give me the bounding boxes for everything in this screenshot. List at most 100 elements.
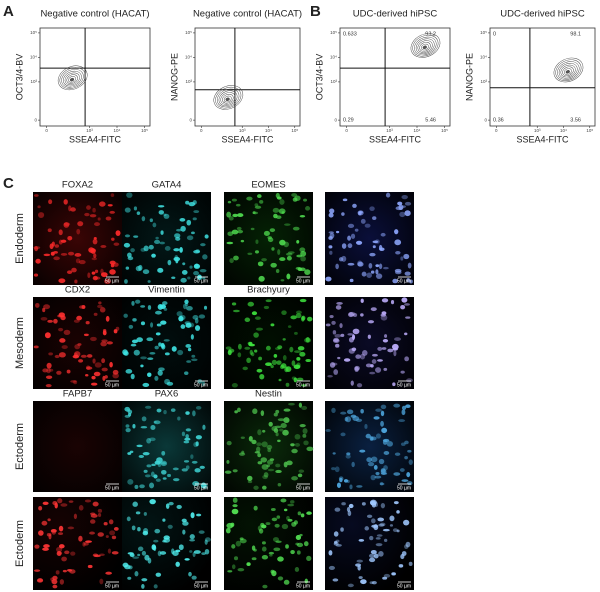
cell [254,316,261,320]
cell [253,485,259,490]
cell [256,368,263,373]
cell [357,210,364,216]
cell [391,572,396,576]
contour [564,68,572,75]
cell [275,269,280,274]
cell [370,364,374,368]
cell [237,352,242,358]
cell [271,359,277,366]
cell [383,367,388,371]
cell [335,263,339,270]
cell [237,407,241,413]
cell [132,318,137,322]
cell [175,236,181,241]
cell [48,199,53,205]
cell [125,424,130,428]
cell [360,409,364,414]
cell [92,553,99,557]
cell [286,516,290,521]
cell [239,537,244,541]
cell [185,428,192,432]
cell [392,347,398,351]
cell [167,524,173,529]
cell [306,555,312,562]
cell [56,370,62,375]
cell [104,278,111,284]
cell [283,461,288,468]
cell [268,421,273,427]
cell [134,484,139,490]
cell [396,529,400,533]
cell [348,348,355,354]
cell [269,554,273,557]
cell [328,245,333,249]
cell [385,192,391,198]
scale-bar-label: 50 µm [105,382,119,388]
cell [282,338,286,341]
cell [370,270,375,274]
cell [335,230,340,234]
plot-frame [194,27,301,127]
cell [46,362,52,369]
cell [267,237,274,243]
cell [247,301,255,307]
cell [408,459,413,465]
cell [296,356,301,361]
cell [60,253,68,256]
cell [242,366,248,371]
cell [192,200,197,205]
cell [156,457,163,463]
cell [275,469,282,474]
cell [63,329,71,335]
cell [147,357,154,361]
cell [42,368,49,373]
cell [179,314,186,321]
cell [133,349,140,356]
cell [225,527,231,534]
plot-title: Negative control (HACAT) [40,9,149,20]
cell [124,207,131,213]
cell [48,352,54,356]
cell [135,511,141,515]
cell [378,263,383,270]
cell [358,576,363,579]
cell [408,561,413,567]
cell [124,279,128,284]
cell [286,460,293,466]
cell [276,196,282,200]
cell [161,450,166,456]
cell [346,409,354,415]
cell [47,228,52,233]
y-tick-label: 10⁵ [330,30,337,35]
cell [350,380,354,386]
cell [360,313,364,317]
cell [174,254,179,261]
scale-bar-label: 50 µm [105,278,119,284]
cell [263,230,270,236]
cell [149,218,153,223]
cell [292,226,300,231]
scale-bar-label: 50 µm [194,382,208,388]
cell [78,535,83,542]
cell [378,551,384,557]
cell [111,237,115,241]
cell [335,343,340,348]
cell [180,277,187,283]
cell [382,438,390,443]
cell [365,363,372,368]
cell [45,383,52,388]
cell [237,568,245,572]
cell [289,346,294,353]
cell [265,299,272,303]
cell [163,307,168,311]
x-tick-label: 10⁵ [441,128,448,133]
cell [195,435,202,440]
cell [147,372,152,378]
cell [158,210,165,215]
scale-bar-label: 50 µm [194,485,208,491]
cell [42,501,49,505]
cell [107,204,113,207]
cell [190,512,195,519]
row-label: Mesoderm [14,317,26,369]
cell [247,252,253,255]
